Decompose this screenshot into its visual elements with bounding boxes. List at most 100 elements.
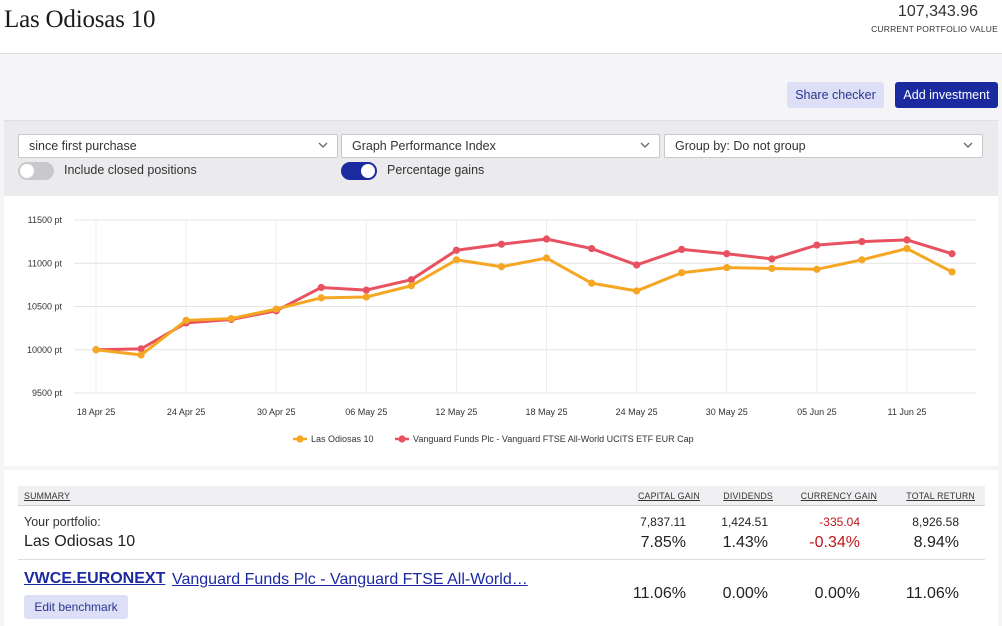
x-tick-label: 30 May 25 [706, 407, 748, 417]
portfolio-value: 107,343.96 [897, 3, 978, 20]
data-point [858, 238, 866, 246]
summary-heading[interactable]: SUMMARY [24, 491, 71, 501]
data-point [768, 255, 776, 263]
legend-label: Vanguard Funds Plc - Vanguard FTSE All-W… [413, 434, 694, 444]
portfolio-row-name: Las Odiosas 10 [24, 533, 136, 550]
data-point [182, 316, 190, 324]
data-point [497, 240, 506, 248]
summary-panel: SUMMARY CAPITAL GAIN DIVIDENDS CURRENCY … [4, 470, 998, 626]
data-point [948, 268, 956, 276]
y-tick-label: 11000 pt [28, 258, 63, 268]
chevron-down-icon [963, 142, 973, 148]
data-point [768, 264, 776, 273]
data-point [723, 263, 731, 272]
data-point [362, 286, 370, 294]
portfolio-total-return: 8,926.58 [912, 515, 959, 529]
data-point [633, 261, 641, 269]
x-tick-label: 18 May 25 [526, 407, 568, 417]
graph-type-select[interactable]: Graph Performance Index [341, 134, 660, 158]
data-point [452, 246, 461, 254]
page-title: Las Odiosas 10 [4, 6, 156, 33]
chart-controls: since first purchase Graph Performance I… [4, 120, 998, 196]
graph-type-value: Graph Performance Index [352, 139, 496, 153]
include-closed-toggle[interactable] [18, 162, 54, 180]
portfolio-capital-gain-pct: 7.85% [640, 534, 686, 551]
benchmark-currency-gain-pct: 0.00% [814, 585, 860, 602]
data-point [542, 254, 551, 262]
benchmark-capital-gain-pct: 11.06% [632, 585, 686, 602]
data-point [317, 294, 325, 302]
toggle-knob [20, 164, 34, 178]
data-point [92, 346, 100, 354]
data-point [407, 276, 415, 284]
legend-label: Las Odiosas 10 [311, 434, 374, 444]
percentage-gains-label: Percentage gains [387, 163, 485, 177]
toggle-knob [361, 164, 375, 178]
data-point [903, 236, 911, 244]
data-point [587, 244, 596, 253]
data-point [137, 351, 145, 359]
benchmark-total-return-pct: 11.06% [905, 585, 959, 602]
x-tick-label: 24 Apr 25 [167, 407, 206, 417]
data-point [678, 269, 686, 277]
add-investment-button[interactable]: Add investment [895, 82, 998, 108]
data-point [227, 315, 235, 323]
data-point [678, 245, 686, 254]
x-tick-label: 30 Apr 25 [257, 407, 296, 417]
group-by-select[interactable]: Group by: Do not group [664, 134, 983, 158]
data-point [813, 265, 821, 273]
benchmark-name-link[interactable]: Vanguard Funds Plc - Vanguard FTSE All-W… [172, 571, 528, 588]
portfolio-row-caption: Your portfolio: [24, 515, 101, 529]
currency-gain-heading[interactable]: CURRENCY GAIN [800, 491, 877, 501]
chevron-down-icon [640, 142, 650, 148]
dividends-heading[interactable]: DIVIDENDS [723, 491, 773, 501]
performance-chart: 9500 pt 10000 pt 10500 pt 11000 pt 11500 pt 1… [4, 196, 998, 466]
range-select-value: since first purchase [29, 139, 137, 153]
group-by-value: Group by: Do not group [675, 139, 806, 153]
data-point [317, 283, 325, 292]
series-line [95, 247, 953, 357]
chevron-down-icon [318, 142, 328, 148]
x-tick-label: 18 Apr 25 [77, 407, 116, 417]
data-point [813, 241, 821, 249]
capital-gain-heading[interactable]: CAPITAL GAIN [637, 491, 700, 501]
x-tick-label: 11 Jun 25 [888, 407, 927, 417]
benchmark-ticker-link[interactable]: VWCE.EURONEXT [24, 570, 166, 587]
series-line [95, 237, 953, 352]
edit-benchmark-button[interactable]: Edit benchmark [24, 595, 128, 619]
data-point [542, 235, 551, 243]
range-select[interactable]: since first purchase [18, 134, 338, 158]
portfolio-currency-gain-pct: -0.34% [809, 534, 860, 551]
data-point [137, 345, 145, 353]
x-tick-label: 06 May 25 [345, 407, 387, 417]
data-point [587, 279, 596, 287]
y-tick-label: 9500 pt [32, 388, 63, 398]
portfolio-total-return-pct: 8.94% [913, 534, 959, 551]
total-return-heading[interactable]: TOTAL RETURN [906, 491, 975, 501]
summary-header: SUMMARY CAPITAL GAIN DIVIDENDS CURRENCY … [18, 486, 985, 506]
top-bar: Las Odiosas 10 107,343.96 CURRENT PORTFO… [0, 0, 1002, 54]
x-tick-label: 12 May 25 [435, 407, 477, 417]
data-point [407, 282, 415, 290]
x-tick-label: 05 Jun 25 [797, 407, 837, 417]
y-tick-label: 11500 pt [28, 215, 63, 225]
performance-chart-svg: 9500 pt 10000 pt 10500 pt 11000 pt 11500 pt 1… [27, 215, 976, 444]
x-tick-label: 24 May 25 [616, 407, 658, 417]
y-tick-label: 10500 pt [27, 302, 63, 312]
portfolio-capital-gain: 7,837.11 [640, 515, 686, 529]
percentage-gains-toggle[interactable] [341, 162, 377, 180]
portfolio-value-caption: CURRENT PORTFOLIO VALUE [871, 24, 998, 34]
data-point [903, 244, 911, 253]
data-point [858, 256, 866, 264]
data-point [633, 287, 641, 295]
data-point [362, 293, 370, 301]
include-closed-label: Include closed positions [64, 163, 197, 177]
share-checker-button[interactable]: Share checker [787, 82, 884, 108]
data-point [452, 256, 461, 264]
portfolio-dividends: 1,424.51 [721, 515, 768, 529]
data-point [948, 250, 956, 258]
data-point [497, 263, 506, 271]
legend-marker [296, 435, 304, 443]
legend-marker [398, 435, 406, 443]
benchmark-dividends-pct: 0.00% [722, 585, 768, 602]
